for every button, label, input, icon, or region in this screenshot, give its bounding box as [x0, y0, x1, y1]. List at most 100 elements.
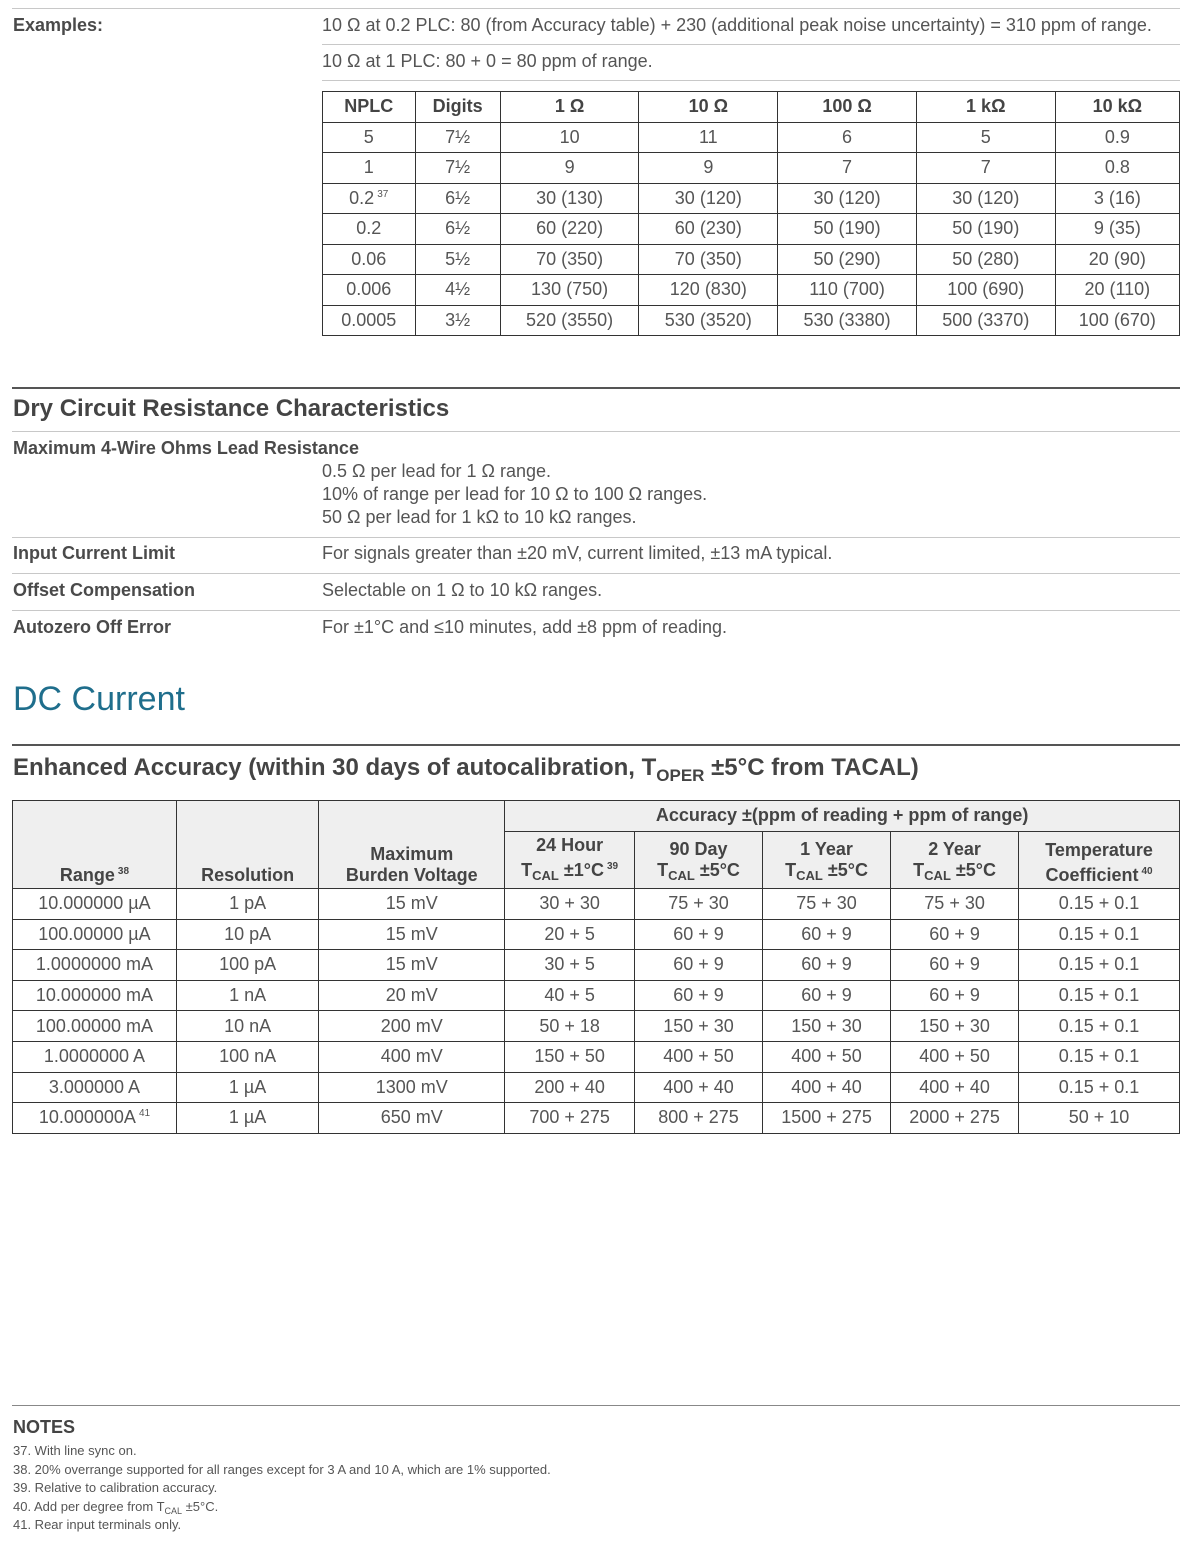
cell-text: 100 nA [219, 1046, 277, 1067]
cell-text: 520 (3550) [526, 309, 614, 330]
table-cell: 2000 + 275 [890, 1102, 1020, 1134]
table-cell: 100.00000 mA [12, 1010, 177, 1042]
table-cell: 1 µA [175, 1102, 320, 1134]
table-cell: 6½ [414, 182, 501, 214]
cell-text: 60 + 9 [801, 923, 852, 944]
rule [12, 431, 1180, 432]
subscript: CAL [924, 868, 951, 883]
table-cell: 30 (120) [915, 182, 1056, 214]
cell-text: 100.00000 mA [35, 1015, 153, 1036]
cell-text: 0.15 + 0.1 [1058, 1076, 1140, 1097]
table-cell: 0.15 + 0.1 [1018, 1010, 1180, 1042]
table-cell: 6½ [414, 213, 501, 245]
table-cell: 150 + 50 [504, 1040, 635, 1073]
table-cell: 120 (830) [638, 274, 779, 306]
header-text: Resolution [201, 865, 295, 885]
cell-text: 60 + 9 [929, 954, 980, 975]
cell-text: 10.000000 mA [35, 985, 153, 1006]
cell-text: 20 + 5 [544, 923, 595, 944]
cell-text: 150 + 30 [919, 1015, 990, 1036]
header-row: 24 Hour TCAL ±1°C 39 90 Day TCAL ±5°C 1 Year T… [13, 831, 1180, 889]
cell-text: 40 + 5 [544, 985, 595, 1006]
table-cell: 60 (230) [638, 213, 779, 245]
note-text: 39. Relative to calibration accuracy. [13, 1480, 218, 1495]
cell-text: 0.15 + 0.1 [1058, 923, 1140, 944]
table-cell: 100.00000 µA [12, 918, 177, 951]
table-cell: 0.2 37 [322, 182, 416, 214]
table-cell: 10 nA [175, 1010, 320, 1042]
notes-title: NOTES [13, 1417, 76, 1437]
table-cell: 9 [499, 152, 640, 184]
header-text: 10 kΩ [1092, 96, 1143, 117]
table-row: 10.000000 mA 1 nA 20 mV 40 + 5 60 + 9 60 + 9 6… [12, 979, 1180, 1012]
cell-text: 130 (750) [531, 279, 609, 300]
header-cell: NPLC [322, 91, 416, 123]
cell-text: 60 + 9 [801, 954, 852, 975]
cell-text: 20 (90) [1088, 248, 1146, 269]
table-cell: 7 [915, 152, 1056, 184]
table-cell: 1 pA [175, 888, 320, 920]
cell-text: 10 pA [224, 923, 272, 944]
table-cell: 0.15 + 0.1 [1018, 918, 1180, 951]
cell-text: 530 (3380) [803, 309, 891, 330]
note-text: 38. 20% overrange supported for all rang… [13, 1461, 551, 1477]
rule [12, 8, 1180, 9]
table-cell: 3.000000 A [12, 1071, 177, 1104]
cell-text: 1.0000000 A [43, 1046, 146, 1067]
table-cell: 15 mV [318, 888, 506, 920]
note: 40. Add per degree from TCAL ±5°C. [13, 1499, 218, 1516]
cell-text: 60 + 9 [929, 985, 980, 1006]
table-cell: 20 + 5 [504, 918, 635, 951]
cell-text: 200 + 40 [534, 1076, 605, 1097]
cell-text: 6½ [445, 218, 471, 239]
cell-text: 20 mV [385, 985, 438, 1006]
table-cell: 20 mV [318, 979, 506, 1012]
cell-text: 60 + 9 [929, 923, 980, 944]
table-cell: 530 (3520) [638, 304, 779, 336]
table-cell: 75 + 30 [762, 888, 892, 920]
header-text: 90 Day [669, 839, 728, 859]
table-cell: 0.2 [322, 213, 416, 245]
table-cell: 50 (190) [915, 213, 1056, 245]
table-cell: 9 (35) [1054, 213, 1181, 245]
cell-text: 30 (130) [536, 187, 604, 208]
cell-text: 1 µA [228, 1107, 267, 1128]
table-cell: 15 mV [318, 949, 506, 981]
table-cell: 150 + 30 [890, 1010, 1020, 1042]
table-cell: 1.0000000 mA [12, 949, 177, 981]
table-cell: 20 (90) [1054, 243, 1181, 275]
table-cell: 1.0000000 A [12, 1040, 177, 1073]
table-cell: 15 mV [318, 918, 506, 951]
table-cell: 7½ [414, 152, 501, 184]
cell-text: 0.9 [1104, 126, 1130, 147]
table-cell: 130 (750) [499, 274, 640, 306]
header-text: Digits [432, 96, 483, 117]
table-cell: 0.15 + 0.1 [1018, 949, 1180, 981]
cell-text: 50 (280) [952, 248, 1020, 269]
cell-text: 400 + 40 [791, 1076, 862, 1097]
table-row: 0.06 5½ 70 (350) 70 (350) 50 (290) 50 (280) 20… [322, 243, 1181, 275]
section-heading: Dry Circuit Resistance Characteristics [13, 395, 450, 422]
table-cell: 150 + 30 [762, 1010, 892, 1042]
header-text: 1 kΩ [966, 96, 1006, 117]
table-cell: 0.8 [1054, 152, 1181, 184]
table-cell: 10 [499, 121, 640, 153]
table-cell: 1 nA [175, 979, 320, 1012]
cell-text: 110 (700) [809, 279, 885, 300]
header-text: T [521, 860, 533, 880]
table-cell: 0.15 + 0.1 [1018, 1071, 1180, 1104]
spec-value: 10% of range per lead for 10 Ω to 100 Ω … [322, 484, 708, 504]
cell-text: 1 pA [229, 893, 267, 914]
cell-text: 10.000000A [38, 1107, 136, 1128]
cell-text: 400 + 40 [663, 1076, 734, 1097]
cell-text: 50 + 18 [539, 1015, 600, 1036]
table-cell: 50 (190) [777, 213, 917, 245]
header-text: T [785, 860, 797, 880]
cell-text: 60 + 9 [673, 954, 724, 975]
spec-label: Input Current Limit [13, 543, 175, 563]
table-cell: 100 pA [175, 949, 320, 981]
cell-text: 6½ [445, 187, 471, 208]
cell-text: 400 + 50 [663, 1046, 734, 1067]
example-line: 10 Ω at 0.2 PLC: 80 (from Accuracy table… [322, 15, 1152, 35]
